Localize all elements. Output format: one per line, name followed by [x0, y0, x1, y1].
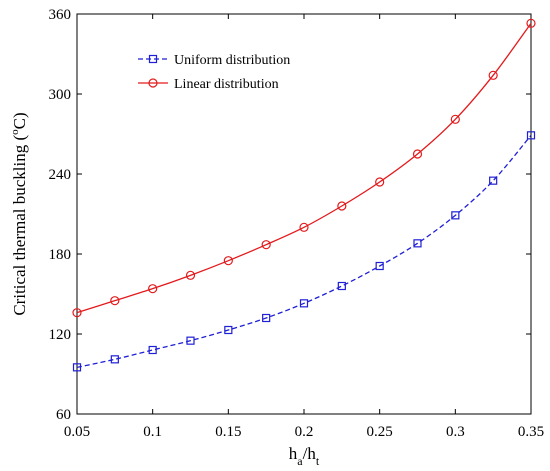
data-point-square [337, 281, 346, 291]
legend-label: Uniform distribution [174, 53, 290, 68]
data-point-circle [223, 256, 233, 266]
y-tick-label: 120 [49, 327, 72, 343]
data-point-circle [450, 114, 460, 124]
data-point-square [72, 363, 82, 372]
data-point-circle [72, 308, 82, 318]
data-point-square [110, 355, 119, 364]
x-tick-label: 0.3 [446, 424, 465, 440]
x-axis-label-slash-h: /h [303, 444, 317, 463]
x-axis-label-h: h [289, 444, 298, 463]
plot-area [76, 13, 532, 415]
y-axis-label-prefix: Critical thermal buckling ( [10, 135, 29, 316]
x-axis-label: ha/ht [289, 444, 320, 468]
data-point-circle [337, 201, 347, 211]
data-point-circle [375, 177, 385, 187]
data-point-circle [261, 240, 271, 250]
data-point-square [413, 239, 422, 248]
y-axis-label-sup: o [9, 129, 21, 135]
series-uniform [72, 131, 536, 372]
x-axis-label-sub-a: a [297, 454, 303, 468]
data-point-square [526, 131, 536, 140]
data-point-circle [412, 149, 423, 159]
legend-label: Linear distribution [174, 77, 279, 92]
y-axis-label-suffix: C) [10, 112, 29, 129]
data-point-circle [148, 284, 158, 294]
y-tick-label: 180 [49, 247, 72, 263]
data-point-circle [299, 222, 309, 232]
data-point-square [186, 336, 195, 345]
data-point-circle [526, 18, 536, 28]
y-tick-label: 360 [49, 7, 72, 23]
x-tick-label: 0.1 [143, 424, 162, 440]
series-line [76, 134, 532, 368]
legend-marker-square [148, 54, 158, 64]
x-axis-label-sub-t: t [316, 454, 320, 468]
x-tick-label: 0.25 [367, 424, 393, 440]
series-layer [72, 18, 536, 372]
series-linear [72, 18, 536, 318]
data-point-square [489, 176, 498, 185]
x-tick-label: 0.15 [215, 424, 241, 440]
series-line [76, 22, 532, 314]
data-point-square [451, 211, 460, 220]
x-tick-label: 0.35 [518, 424, 544, 440]
data-point-square [375, 261, 384, 271]
data-point-square [148, 345, 157, 355]
data-point-circle [110, 296, 120, 306]
legend-entry: Uniform distribution [138, 53, 290, 68]
axis-ticks: 0.05 0.1 0.15 0.2 0.25 0.3 0.35 60 120 180 240 300 3… [49, 7, 545, 440]
y-tick-label: 300 [49, 87, 72, 103]
data-point-square [262, 313, 271, 323]
data-point-square [299, 299, 309, 308]
y-tick-label: 240 [49, 167, 72, 183]
x-tick-label: 0.05 [64, 424, 90, 440]
legend-marker-circle [148, 78, 158, 88]
legend: Uniform distribution Linear distribution [138, 53, 290, 92]
data-point-circle [185, 270, 196, 280]
legend-entry: Linear distribution [138, 77, 279, 92]
y-tick-label: 60 [56, 407, 71, 423]
y-axis-label: Critical thermal buckling (oC) [9, 112, 29, 315]
data-point-square [224, 325, 233, 335]
data-point-circle [488, 70, 498, 80]
x-tick-label: 0.2 [295, 424, 314, 440]
